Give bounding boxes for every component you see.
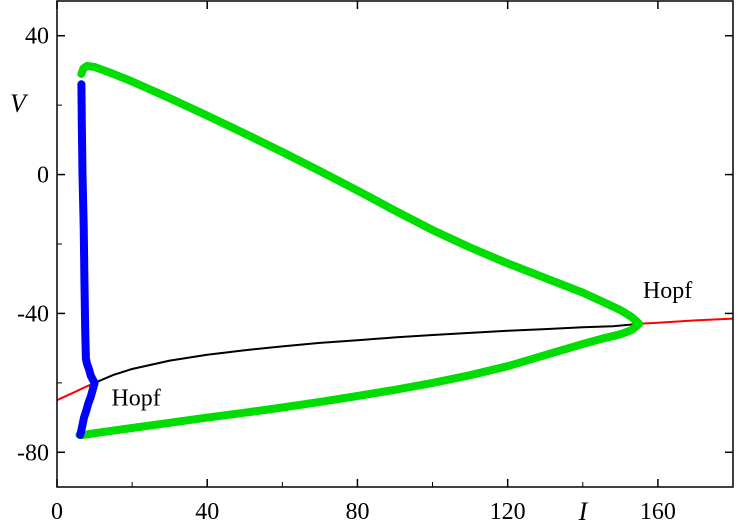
y-axis-title: V	[10, 89, 29, 118]
series-stable-rest-high	[638, 317, 733, 325]
x-tick-label: 80	[345, 499, 369, 525]
axis-ticks: 0 40 80 120 160 -80 -40 0 40	[17, 1, 733, 525]
x-tick-label: 160	[640, 499, 676, 525]
y-tick-label: 40	[25, 24, 49, 50]
x-axis-title: I	[578, 497, 589, 526]
x-tick-label: 120	[490, 499, 526, 525]
plot-frame	[56, 0, 734, 488]
series-stable-rest-low	[57, 381, 96, 402]
x-tick-label: 0	[51, 499, 63, 525]
y-tick-label: -80	[17, 440, 49, 466]
series-unstable-rest	[93, 322, 641, 384]
x-tick-label: 40	[195, 499, 219, 525]
y-tick-label: -40	[17, 301, 49, 327]
series-unstable-cycle	[76, 80, 99, 439]
y-tick-label: 0	[37, 163, 49, 189]
hopf-annotation: Hopf	[111, 385, 160, 411]
series-stable-cycle-min	[75, 319, 644, 439]
series-stable-cycle-max	[77, 61, 644, 328]
hopf-annotation: Hopf	[643, 278, 692, 304]
chart-marks	[57, 61, 733, 439]
